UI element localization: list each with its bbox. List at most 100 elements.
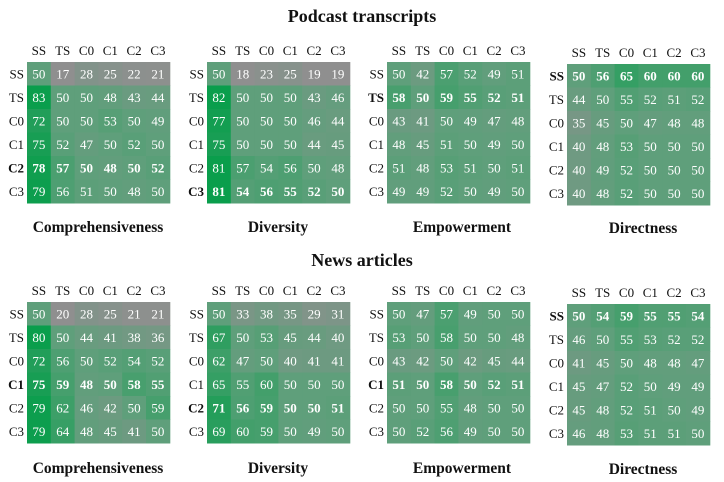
heatmap-cell bbox=[50, 179, 76, 204]
x-tick-label: TS bbox=[235, 283, 250, 298]
cell-value-label: 25 bbox=[104, 306, 117, 321]
cell-value-label: 49 bbox=[488, 137, 501, 152]
heatmap-cell bbox=[146, 302, 171, 326]
cell-value-label: 41 bbox=[104, 330, 117, 345]
y-tick-label: TS bbox=[189, 330, 204, 345]
cell-value-label: 45 bbox=[572, 402, 585, 417]
y-tick-label: C2 bbox=[189, 160, 204, 175]
cell-value-label: 50 bbox=[236, 137, 249, 152]
cell-value-label: 48 bbox=[104, 160, 118, 175]
cell-value-label: 50 bbox=[416, 330, 429, 345]
cell-value-label: 50 bbox=[668, 162, 681, 177]
cell-value-label: 36 bbox=[151, 330, 165, 345]
heatmap-cell bbox=[638, 64, 663, 88]
heatmap-cell bbox=[278, 132, 303, 157]
cell-value-label: 72 bbox=[32, 113, 45, 128]
heatmap-cell bbox=[482, 302, 507, 326]
heatmap-cell bbox=[614, 111, 639, 135]
heatmap-cell bbox=[146, 109, 171, 133]
cell-value-label: 48 bbox=[80, 424, 93, 439]
cell-value-label: 31 bbox=[331, 306, 344, 321]
heatmap-cell bbox=[434, 109, 459, 133]
cell-value-label: 50 bbox=[644, 379, 657, 394]
heatmap-cell bbox=[662, 134, 687, 159]
heatmap-cell bbox=[638, 111, 663, 135]
heatmap-cell bbox=[686, 398, 711, 422]
cell-value-label: 50 bbox=[440, 353, 453, 368]
y-tick-label: C3 bbox=[369, 184, 384, 199]
x-tick-label: C3 bbox=[150, 283, 165, 298]
heatmap-cell bbox=[302, 419, 327, 444]
cell-value-label: 50 bbox=[488, 424, 501, 439]
heatmap-cell bbox=[506, 132, 531, 157]
cell-value-label: 50 bbox=[511, 184, 524, 199]
heatmap-cell bbox=[146, 156, 171, 180]
heatmap-cell bbox=[614, 181, 639, 206]
heatmap-svg: SS TS C0 C1 C2 C3 SS 50 33 38 35 29 31 TS 67 50 53 45 44 40… bbox=[188, 283, 351, 444]
heatmap-cell bbox=[98, 325, 123, 350]
cell-value-label: 50 bbox=[511, 137, 524, 152]
heatmap-cell bbox=[434, 372, 459, 397]
cell-value-label: 59 bbox=[440, 90, 454, 105]
cell-value-label: 41 bbox=[308, 353, 321, 368]
y-tick-label: C1 bbox=[369, 137, 384, 152]
heatmap-cell bbox=[302, 109, 327, 133]
x-tick-label: SS bbox=[572, 285, 586, 300]
heatmap-cell bbox=[686, 111, 711, 135]
cell-value-label: 69 bbox=[212, 424, 225, 439]
heatmap-cell bbox=[326, 132, 351, 157]
heatmap-cell bbox=[230, 109, 256, 133]
cell-value-label: 48 bbox=[644, 355, 657, 370]
cell-value-label: 50 bbox=[644, 186, 657, 201]
heatmap-cell bbox=[410, 179, 436, 204]
heatmap-cell bbox=[590, 181, 616, 206]
heatmap-cell bbox=[434, 419, 459, 444]
cell-value-label: 54 bbox=[260, 160, 274, 175]
heatmap-cell bbox=[98, 132, 123, 157]
x-tick-label: C3 bbox=[510, 43, 525, 58]
cell-value-label: 51 bbox=[511, 66, 524, 81]
cell-value-label: 46 bbox=[331, 90, 345, 105]
heatmap-cell bbox=[567, 421, 592, 446]
cell-value-label: 45 bbox=[488, 353, 501, 368]
cell-value-label: 52 bbox=[151, 353, 164, 368]
cell-value-label: 81 bbox=[212, 184, 225, 199]
heatmap-cell bbox=[326, 109, 351, 133]
cell-value-label: 50 bbox=[32, 306, 45, 321]
heatmap-cell bbox=[278, 419, 303, 444]
y-tick-label: SS bbox=[10, 66, 24, 81]
heatmap-cell bbox=[207, 109, 232, 133]
cell-value-label: 43 bbox=[392, 353, 405, 368]
cell-value-label: 48 bbox=[464, 400, 477, 415]
cell-value-label: 52 bbox=[56, 137, 69, 152]
heatmap-cell bbox=[74, 179, 99, 204]
x-tick-label: TS bbox=[595, 285, 610, 300]
cell-value-label: 50 bbox=[284, 400, 297, 415]
cell-value-label: 43 bbox=[392, 113, 405, 128]
y-tick-label: TS bbox=[9, 90, 24, 105]
heatmap-cell bbox=[567, 64, 592, 88]
heatmap-cell bbox=[434, 62, 459, 86]
cell-value-label: 48 bbox=[691, 115, 704, 130]
heatmap-cell bbox=[27, 419, 52, 444]
heatmap-cell bbox=[230, 156, 256, 180]
x-tick-label: SS bbox=[392, 43, 406, 58]
y-tick-label: C2 bbox=[549, 162, 564, 177]
cell-value-label: 44 bbox=[331, 113, 345, 128]
heatmap-cell bbox=[122, 372, 147, 397]
cell-value-label: 55 bbox=[284, 184, 298, 199]
cell-value-label: 47 bbox=[80, 137, 94, 152]
x-tick-label: TS bbox=[415, 43, 430, 58]
cell-value-label: 57 bbox=[236, 160, 250, 175]
heatmap-cell bbox=[302, 349, 327, 373]
heatmap-cell bbox=[278, 109, 303, 133]
heatmap-cell bbox=[326, 372, 351, 397]
heatmap-cell bbox=[434, 396, 459, 420]
heatmap-cell bbox=[410, 62, 436, 86]
heatmap-cell bbox=[482, 62, 507, 86]
cell-value-label: 49 bbox=[488, 66, 501, 81]
cell-value-label: 50 bbox=[416, 377, 429, 392]
cell-value-label: 35 bbox=[284, 306, 297, 321]
x-tick-label: C1 bbox=[643, 45, 658, 60]
y-tick-label: C2 bbox=[369, 400, 384, 415]
